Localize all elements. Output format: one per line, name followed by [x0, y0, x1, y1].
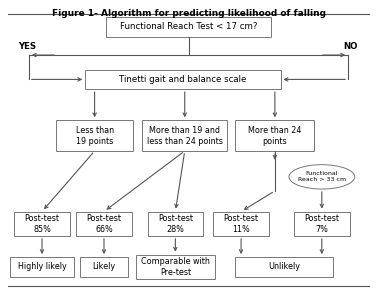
FancyBboxPatch shape — [236, 257, 333, 277]
FancyBboxPatch shape — [14, 211, 70, 236]
Ellipse shape — [289, 165, 355, 189]
Text: Post-test
7%: Post-test 7% — [304, 214, 339, 234]
Text: Likely: Likely — [92, 262, 115, 271]
Text: Highly likely: Highly likely — [18, 262, 66, 271]
FancyBboxPatch shape — [136, 255, 215, 279]
Text: YES: YES — [18, 41, 36, 50]
FancyBboxPatch shape — [294, 211, 349, 236]
Text: Comparable with
Pre-test: Comparable with Pre-test — [141, 257, 210, 277]
FancyBboxPatch shape — [80, 257, 129, 277]
Text: Functional Reach Test < 17 cm?: Functional Reach Test < 17 cm? — [120, 22, 257, 31]
Text: More than 19 and
less than 24 points: More than 19 and less than 24 points — [147, 126, 223, 146]
Text: Less than
19 points: Less than 19 points — [75, 126, 113, 146]
FancyBboxPatch shape — [106, 17, 271, 37]
Text: Functional
Reach > 33 cm: Functional Reach > 33 cm — [298, 171, 346, 182]
Text: Figure 1- Algorithm for predicting likelihood of falling: Figure 1- Algorithm for predicting likel… — [52, 9, 325, 18]
FancyBboxPatch shape — [56, 120, 133, 151]
FancyBboxPatch shape — [85, 70, 280, 89]
Text: Post-test
28%: Post-test 28% — [158, 214, 193, 234]
FancyBboxPatch shape — [213, 211, 269, 236]
Text: Unlikely: Unlikely — [268, 262, 300, 271]
Text: Post-test
66%: Post-test 66% — [86, 214, 121, 234]
FancyBboxPatch shape — [236, 120, 314, 151]
FancyBboxPatch shape — [143, 120, 227, 151]
Text: Tinetti gait and balance scale: Tinetti gait and balance scale — [119, 75, 247, 84]
Text: NO: NO — [343, 41, 357, 50]
Text: Post-test
85%: Post-test 85% — [25, 214, 60, 234]
Text: More than 24
points: More than 24 points — [248, 126, 302, 146]
FancyBboxPatch shape — [76, 211, 132, 236]
Text: Post-test
11%: Post-test 11% — [224, 214, 259, 234]
FancyBboxPatch shape — [10, 257, 74, 277]
FancyBboxPatch shape — [147, 211, 203, 236]
